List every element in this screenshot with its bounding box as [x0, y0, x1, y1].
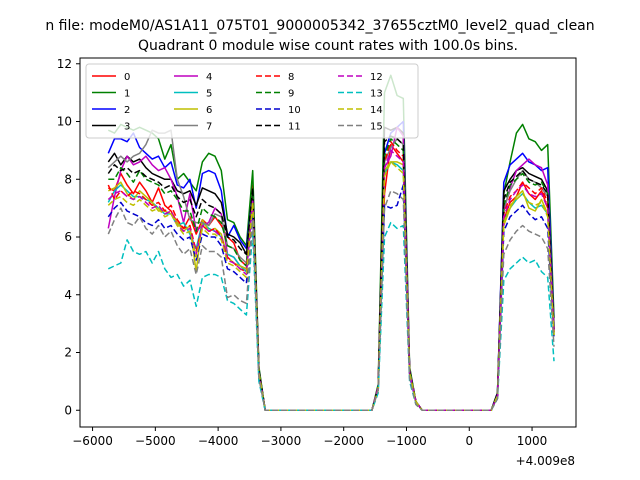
legend-label-13: 13: [370, 89, 383, 100]
legend-label-15: 15: [370, 122, 383, 133]
legend-label-7: 7: [206, 122, 212, 133]
x-tick-label: −5000: [135, 434, 176, 448]
y-axis: 0 2 4 6 8 10 12: [57, 57, 80, 417]
legend-box: [85, 63, 419, 139]
series-line-13: [107, 221, 555, 412]
x-tick-label: −3000: [261, 434, 302, 448]
x-tick-label: −6000: [72, 434, 113, 448]
legend-label-6: 6: [206, 105, 212, 116]
legend-label-5: 5: [206, 89, 212, 100]
x-tick-label: −1000: [386, 434, 427, 448]
legend-label-8: 8: [288, 72, 294, 83]
legend-label-0: 0: [124, 72, 130, 83]
x-tick-label: 0: [465, 434, 473, 448]
x-axis: −6000 −5000 −4000 −3000 −2000 −1000 0 1000: [72, 427, 547, 448]
y-tick-label: 0: [64, 403, 72, 417]
y-tick-label: 10: [57, 115, 72, 129]
legend-label-12: 12: [370, 72, 383, 83]
x-tick-label: −2000: [323, 434, 364, 448]
legend-label-1: 1: [124, 89, 130, 100]
y-tick-label: 6: [64, 230, 72, 244]
legend-label-11: 11: [288, 122, 301, 133]
legend-label-4: 4: [206, 72, 212, 83]
figure-suptitle: n file: modeM0/AS1A11_075T01_9000005342_…: [45, 18, 594, 34]
chart-title: Quadrant 0 module wise count rates with …: [138, 38, 518, 54]
legend-label-9: 9: [288, 89, 294, 100]
y-tick-label: 2: [64, 346, 72, 360]
legend-label-3: 3: [124, 122, 130, 133]
series-line-15: [107, 190, 555, 412]
y-tick-label: 4: [64, 288, 72, 302]
legend-label-2: 2: [124, 105, 130, 116]
plot-frame: [79, 57, 577, 428]
y-tick-label: 8: [64, 172, 72, 186]
legend-label-14: 14: [370, 105, 383, 116]
y-tick-label: 12: [57, 57, 72, 71]
x-tick-label: −4000: [198, 434, 239, 448]
x-tick-label: 1000: [517, 434, 548, 448]
x-axis-offset-label: +4.009e8: [516, 454, 575, 468]
legend-label-10: 10: [288, 105, 301, 116]
